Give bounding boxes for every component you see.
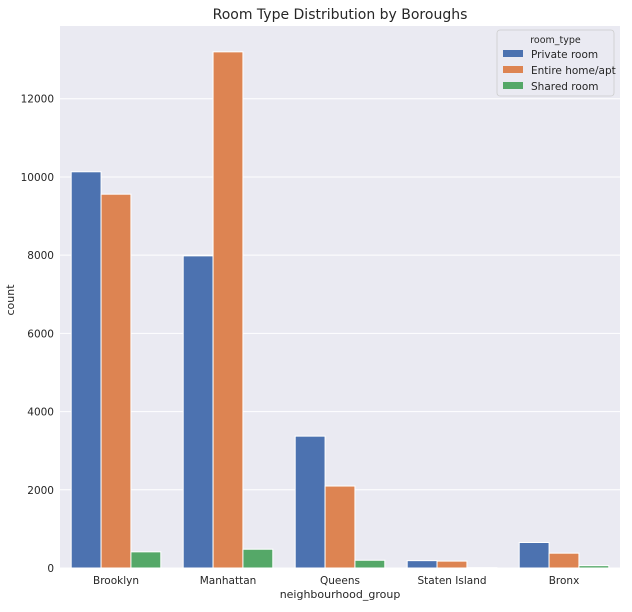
x-tick-labels: Brooklyn Manhattan Queens Staten Island Bron… (93, 575, 579, 587)
legend-title: room_type (530, 35, 581, 46)
bar (131, 552, 161, 568)
legend-label: Entire home/apt (531, 65, 616, 77)
bar (407, 561, 437, 568)
x-axis-label: neighbourhood_group (280, 588, 401, 601)
bar (183, 256, 213, 568)
bar (295, 436, 325, 568)
y-tick-label: 0 (47, 563, 54, 575)
bar (549, 553, 579, 568)
y-tick-labels: 0 2000 4000 6000 8000 10000 12000 (21, 94, 54, 575)
x-tick-label: Bronx (549, 575, 580, 587)
x-tick-label: Staten Island (417, 575, 486, 587)
x-tick-label: Queens (320, 575, 360, 587)
bar (579, 566, 609, 568)
bar (325, 486, 355, 568)
legend-swatch (503, 50, 523, 57)
legend-label: Shared room (531, 81, 598, 93)
bar (519, 543, 549, 568)
bar (243, 549, 273, 568)
bar (213, 52, 243, 568)
y-tick-label: 8000 (27, 250, 54, 262)
y-tick-label: 10000 (21, 172, 54, 184)
bar (437, 561, 467, 568)
y-tick-label: 2000 (27, 485, 54, 497)
x-tick-label: Manhattan (200, 575, 257, 587)
y-axis-label: count (4, 284, 17, 316)
y-tick-label: 4000 (27, 407, 54, 419)
legend: room_type Private room Entire home/apt Sha… (497, 30, 616, 96)
x-tick-label: Brooklyn (93, 575, 139, 587)
legend-label: Private room (531, 49, 598, 61)
legend-swatch (503, 82, 523, 89)
y-tick-label: 12000 (21, 94, 54, 106)
bar (101, 194, 131, 568)
bar (71, 172, 101, 568)
legend-swatch (503, 66, 523, 73)
chart-title: Room Type Distribution by Boroughs (213, 7, 468, 23)
bar (355, 560, 385, 568)
y-tick-label: 6000 (27, 328, 54, 340)
